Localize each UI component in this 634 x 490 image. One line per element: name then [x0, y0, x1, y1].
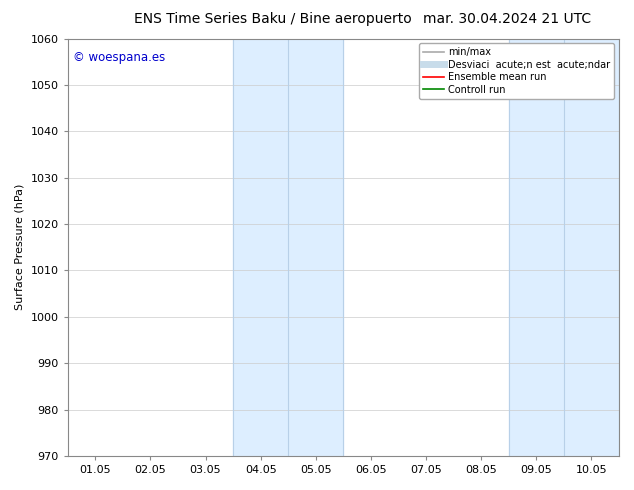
Y-axis label: Surface Pressure (hPa): Surface Pressure (hPa)	[15, 184, 25, 311]
Bar	[288, 39, 344, 456]
Bar	[233, 39, 288, 456]
Text: mar. 30.04.2024 21 UTC: mar. 30.04.2024 21 UTC	[423, 12, 592, 26]
Text: ENS Time Series Baku / Bine aeropuerto: ENS Time Series Baku / Bine aeropuerto	[134, 12, 411, 26]
Legend: min/max, Desviaci  acute;n est  acute;ndar, Ensemble mean run, Controll run: min/max, Desviaci acute;n est acute;ndar…	[419, 44, 614, 98]
Text: © woespana.es: © woespana.es	[73, 51, 165, 64]
Bar	[508, 39, 564, 456]
Bar	[564, 39, 619, 456]
